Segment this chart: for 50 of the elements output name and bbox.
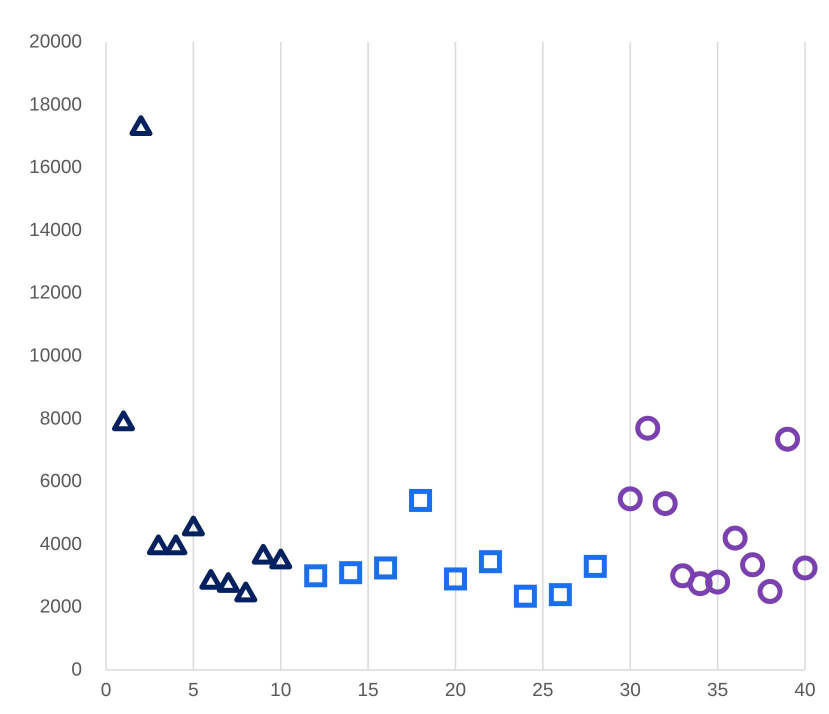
point xyxy=(199,569,222,590)
point xyxy=(548,583,572,606)
y-tick-label: 2000 xyxy=(40,596,82,618)
x-tick-label: 30 xyxy=(620,680,641,701)
point xyxy=(478,550,502,574)
y-tick-label: 14000 xyxy=(29,220,82,241)
point xyxy=(216,572,240,593)
y-tick-label: 12000 xyxy=(29,282,82,304)
x-tick-label: 35 xyxy=(707,680,728,701)
point xyxy=(584,554,607,578)
x-tick-label: 40 xyxy=(794,680,816,701)
x-tick-label: 25 xyxy=(532,680,554,701)
point xyxy=(670,563,696,588)
y-tick-label: 0 xyxy=(71,660,82,680)
x-tick-label: 10 xyxy=(270,680,292,701)
point xyxy=(409,488,432,512)
point xyxy=(688,571,713,596)
y-tick-label: 20000 xyxy=(29,32,82,52)
point xyxy=(339,561,362,584)
point xyxy=(705,570,730,595)
point xyxy=(792,555,818,580)
point xyxy=(635,416,660,441)
x-tick-label: 15 xyxy=(358,680,379,701)
point xyxy=(758,579,783,604)
y-tick-label: 10000 xyxy=(29,346,82,366)
point xyxy=(252,544,275,565)
x-tick-label: 20 xyxy=(444,680,466,701)
y-tick-label: 6000 xyxy=(40,471,82,492)
point xyxy=(514,584,537,608)
point xyxy=(129,115,152,136)
point xyxy=(652,491,678,516)
point xyxy=(112,410,135,432)
point xyxy=(775,426,800,452)
point xyxy=(234,582,258,602)
point xyxy=(146,534,170,556)
y-tick-label: 4000 xyxy=(40,534,82,555)
y-tick-label: 16000 xyxy=(29,157,82,178)
point xyxy=(444,567,467,590)
x-tick-label: 5 xyxy=(188,680,199,701)
point xyxy=(269,548,292,570)
x-tick-label: 0 xyxy=(100,680,112,701)
y-tick-label: 8000 xyxy=(40,408,82,430)
point xyxy=(304,564,328,588)
point xyxy=(740,552,766,578)
point xyxy=(182,516,205,536)
point xyxy=(722,526,748,551)
point xyxy=(618,486,643,512)
point xyxy=(164,534,188,556)
y-tick-label: 18000 xyxy=(29,94,82,116)
point xyxy=(374,556,398,580)
